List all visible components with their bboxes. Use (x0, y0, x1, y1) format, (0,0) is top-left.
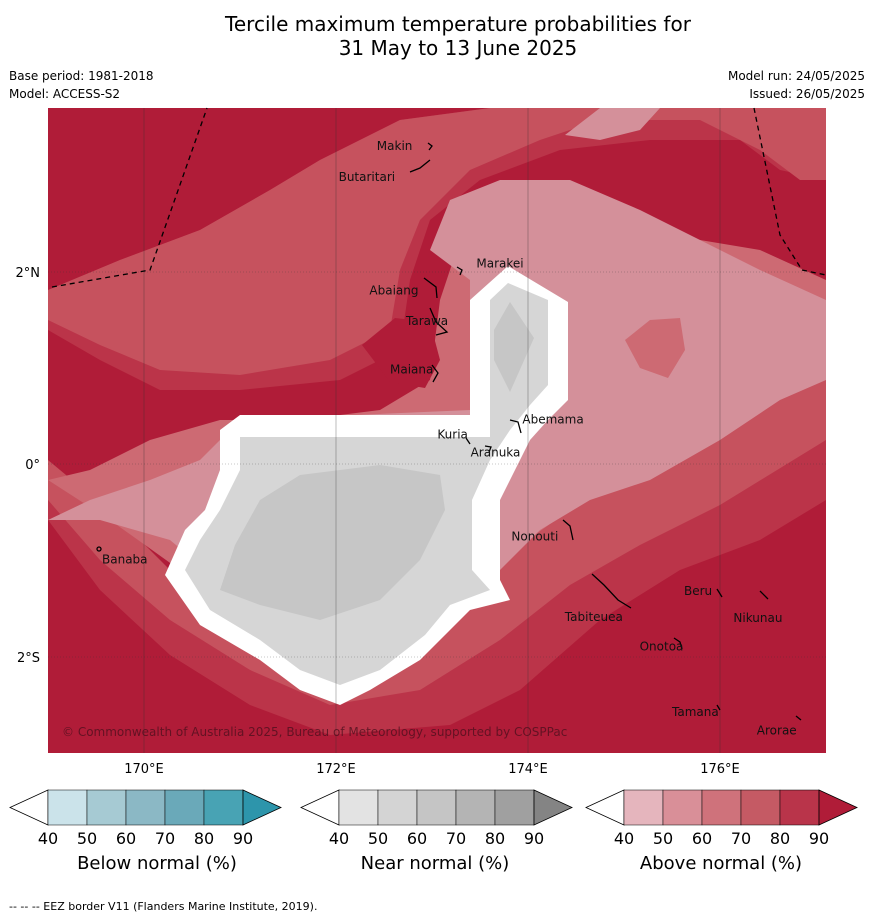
place-label-marakei: Marakei (476, 256, 523, 270)
place-label-tamana: Tamana (671, 705, 719, 719)
colorbar-title-near: Near normal (%) (360, 853, 510, 874)
model-run: Model run: 24/05/2025 (727, 69, 865, 83)
lon-label-170e: 170°E (124, 762, 164, 777)
colorbar-above: 40 50 60 70 80 90 (585, 789, 858, 848)
lat-label-0: 0° (25, 458, 40, 473)
island-outlines (96, 142, 802, 721)
colorbar-tick-label: 60 (407, 829, 427, 848)
eez-borders (51, 107, 827, 288)
colorbar-segment (740, 789, 781, 826)
place-label-onotoa: Onotoa (640, 639, 684, 653)
place-label-arorae: Arorae (757, 723, 797, 737)
colorbar-tick-label: 60 (116, 829, 136, 848)
colorbar-near: 40 50 60 70 80 90 (300, 789, 573, 848)
colorbar-segment (125, 789, 166, 826)
meta-right: Model run: 24/05/2025 Issued: 26/05/2025 (728, 67, 865, 103)
colorbar-extend-low (585, 789, 625, 826)
map-title: Tercile maximum temperature probabilitie… (0, 12, 873, 60)
colorbar-extend-high (242, 789, 282, 826)
place-label-banaba: Banaba (102, 553, 148, 567)
place-label-makin: Makin (377, 139, 413, 153)
colorbar-tick-label: 90 (233, 829, 253, 848)
fill-above-60-patch (625, 318, 685, 378)
place-labels: Makin Butaritari Marakei Abaiang Tarawa Maian… (102, 139, 797, 737)
colorbar-segment (494, 789, 535, 826)
fill-above-70 (48, 108, 826, 705)
place-label-nonouti: Nonouti (511, 529, 558, 543)
fill-near-60 (220, 302, 534, 620)
place-label-aranuka: Aranuka (471, 446, 521, 460)
colorbar-tick-label: 40 (38, 829, 58, 848)
colorbar-segment (338, 789, 379, 826)
colorbar-segment (377, 789, 418, 826)
colorbar-below: 40 50 60 70 80 90 (9, 789, 282, 848)
colorbar-tick-label: 70 (155, 829, 175, 848)
colorbar-segment (455, 789, 496, 826)
place-label-nikunau: Nikunau (733, 611, 782, 625)
colorbar-title-below: Below normal (%) (77, 853, 237, 874)
colorbar-segment (47, 789, 88, 826)
place-label-kuria: Kuria (437, 428, 468, 442)
title-line-2: 31 May to 13 June 2025 (338, 36, 578, 60)
colorbar-tick-label: 90 (524, 829, 544, 848)
map-credit: © Commonwealth of Australia 2025, Bureau… (62, 725, 567, 739)
colorbar-title-above: Above normal (%) (639, 853, 803, 874)
colorbar-segment (203, 789, 244, 826)
colorbar-tick-label: 40 (614, 829, 634, 848)
base-period: Base period: 1981-2018 (9, 69, 154, 83)
fill-above-90-patch (362, 318, 440, 388)
eez-footnote: -- -- -- EEZ border V11 (Flanders Marine… (9, 900, 318, 913)
graticule (48, 108, 826, 753)
colorbar-segment (86, 789, 127, 826)
colorbar-segment (779, 789, 820, 826)
meta-left: Base period: 1981-2018 Model: ACCESS-S2 (9, 67, 154, 103)
colorbar-extend-high (533, 789, 573, 826)
colorbar-tick-label: 50 (368, 829, 388, 848)
colorbar-segment (416, 789, 457, 826)
colorbar-extend-high (818, 789, 858, 826)
colorbar-segment (623, 789, 664, 826)
place-label-maiana: Maiana (390, 362, 433, 376)
colorbar-segment (701, 789, 742, 826)
colorbar-tick-label: 50 (653, 829, 673, 848)
lon-label-172e: 172°E (316, 762, 356, 777)
place-label-abemama: Abemama (522, 412, 583, 426)
lat-label-2n: 2°N (16, 266, 41, 281)
colorbar-tick-label: 90 (809, 829, 829, 848)
lon-label-176e: 176°E (700, 762, 740, 777)
colorbar-tick-label: 60 (692, 829, 712, 848)
colorbar-segment (662, 789, 703, 826)
colorbar-tick-label: 70 (446, 829, 466, 848)
colorbar-extend-low (9, 789, 49, 826)
colorbar-segment (164, 789, 205, 826)
colorbar-tick-label: 50 (77, 829, 97, 848)
colorbar-tick-label: 40 (329, 829, 349, 848)
title-line-1: Tercile maximum temperature probabilitie… (225, 12, 691, 36)
issued-date: Issued: 26/05/2025 (749, 87, 865, 101)
colorbars: 40 50 60 70 80 90 40 50 60 70 80 90 40 50 60 70 80 90 (9, 789, 858, 848)
model-name: Model: ACCESS-S2 (9, 87, 121, 101)
place-label-tarawa: Tarawa (405, 314, 448, 328)
lat-labels: 2°N 0° 2°S (16, 266, 41, 666)
place-label-abaiang: Abaiang (369, 284, 418, 298)
lon-label-174e: 174°E (508, 762, 548, 777)
colorbar-tick-label: 80 (194, 829, 214, 848)
colorbar-tick-label: 80 (770, 829, 790, 848)
colorbar-tick-label: 80 (485, 829, 505, 848)
contour-fills (48, 108, 826, 753)
place-label-beru: Beru (684, 584, 712, 598)
colorbar-extend-low (300, 789, 340, 826)
place-label-butaritari: Butaritari (339, 170, 396, 184)
place-label-tabiteuea: Tabiteuea (564, 610, 623, 624)
lon-labels: 170°E 172°E 174°E 176°E (124, 762, 740, 777)
colorbar-tick-label: 70 (731, 829, 751, 848)
lat-label-2s: 2°S (17, 651, 40, 666)
